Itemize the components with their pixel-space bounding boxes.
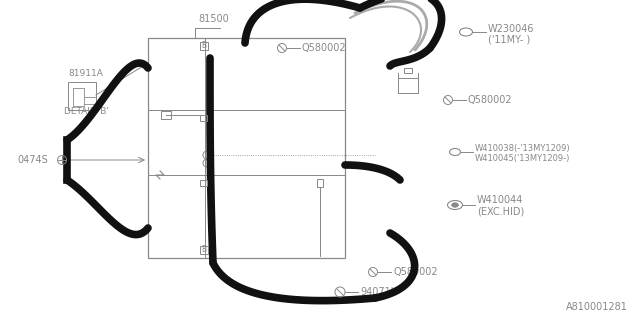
Text: 81911A: 81911A bbox=[68, 69, 103, 78]
Text: W410044: W410044 bbox=[477, 195, 524, 205]
Bar bbox=[317, 179, 323, 187]
Bar bbox=[148, 38, 345, 258]
Bar bbox=[200, 180, 207, 186]
Bar bbox=[200, 42, 208, 50]
Text: Q580002: Q580002 bbox=[302, 43, 347, 53]
Text: B: B bbox=[202, 42, 207, 51]
Bar bbox=[68, 82, 96, 110]
Text: 94071U: 94071U bbox=[360, 287, 398, 297]
Ellipse shape bbox=[452, 203, 458, 207]
Text: ('11MY- ): ('11MY- ) bbox=[488, 35, 531, 45]
Text: A810001281: A810001281 bbox=[566, 302, 628, 312]
Text: Q580002: Q580002 bbox=[393, 267, 438, 277]
Bar bbox=[404, 68, 412, 73]
Text: B: B bbox=[202, 245, 207, 254]
Text: 0474S: 0474S bbox=[17, 155, 48, 165]
Bar bbox=[200, 115, 207, 121]
Ellipse shape bbox=[447, 201, 463, 210]
Text: 81500: 81500 bbox=[198, 14, 228, 24]
Text: DETAIL 'B': DETAIL 'B' bbox=[64, 107, 109, 116]
Text: W410038(-'13MY1209): W410038(-'13MY1209) bbox=[475, 143, 571, 153]
Text: W230046: W230046 bbox=[488, 24, 534, 34]
Bar bbox=[200, 246, 208, 254]
Bar bbox=[161, 111, 171, 119]
Bar bbox=[73, 88, 84, 106]
Text: Q580002: Q580002 bbox=[468, 95, 513, 105]
Text: W410045('13MY1209-): W410045('13MY1209-) bbox=[475, 154, 570, 163]
Text: (EXC.HID): (EXC.HID) bbox=[477, 206, 524, 216]
